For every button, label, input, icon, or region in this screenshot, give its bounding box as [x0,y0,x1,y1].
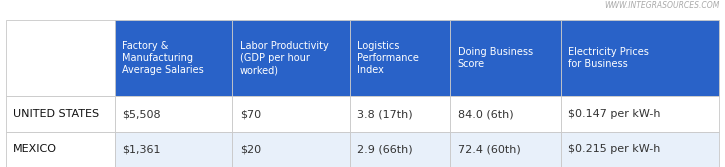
Text: Electricity Prices
for Business: Electricity Prices for Business [568,47,649,69]
Bar [115,97,233,132]
Text: Factory &
Manufacturing
Average Salaries: Factory & Manufacturing Average Salaries [122,41,204,75]
Bar [350,20,450,97]
Bar [450,20,561,97]
Bar [233,97,350,132]
Text: $5,508: $5,508 [122,109,161,119]
Text: UNITED STATES: UNITED STATES [13,109,99,119]
Text: Doing Business
Score: Doing Business Score [457,47,533,69]
Bar [6,132,115,167]
Bar [350,97,450,132]
Bar [115,20,233,97]
Text: $70: $70 [240,109,261,119]
Text: $20: $20 [240,144,261,154]
Text: $1,361: $1,361 [122,144,160,154]
Text: 2.9 (66th): 2.9 (66th) [357,144,413,154]
Bar [561,20,719,97]
Text: 84.0 (6th): 84.0 (6th) [457,109,513,119]
Text: $0.215 per kW-h: $0.215 per kW-h [568,144,660,154]
Text: 72.4 (60th): 72.4 (60th) [457,144,521,154]
Bar [450,132,561,167]
Bar [450,97,561,132]
Bar [6,20,115,97]
Bar [6,97,115,132]
Text: $0.147 per kW-h: $0.147 per kW-h [568,109,660,119]
Bar [350,132,450,167]
Bar [561,132,719,167]
Bar [561,97,719,132]
Bar [233,132,350,167]
Text: WWW.INTEGRASOURCES.COM: WWW.INTEGRASOURCES.COM [604,1,719,10]
Bar [233,20,350,97]
Text: Logistics
Performance
Index: Logistics Performance Index [357,41,419,75]
Text: MEXICO: MEXICO [13,144,57,154]
Text: Labor Productivity
(GDP per hour
worked): Labor Productivity (GDP per hour worked) [240,41,328,75]
Bar [115,132,233,167]
Text: 3.8 (17th): 3.8 (17th) [357,109,413,119]
